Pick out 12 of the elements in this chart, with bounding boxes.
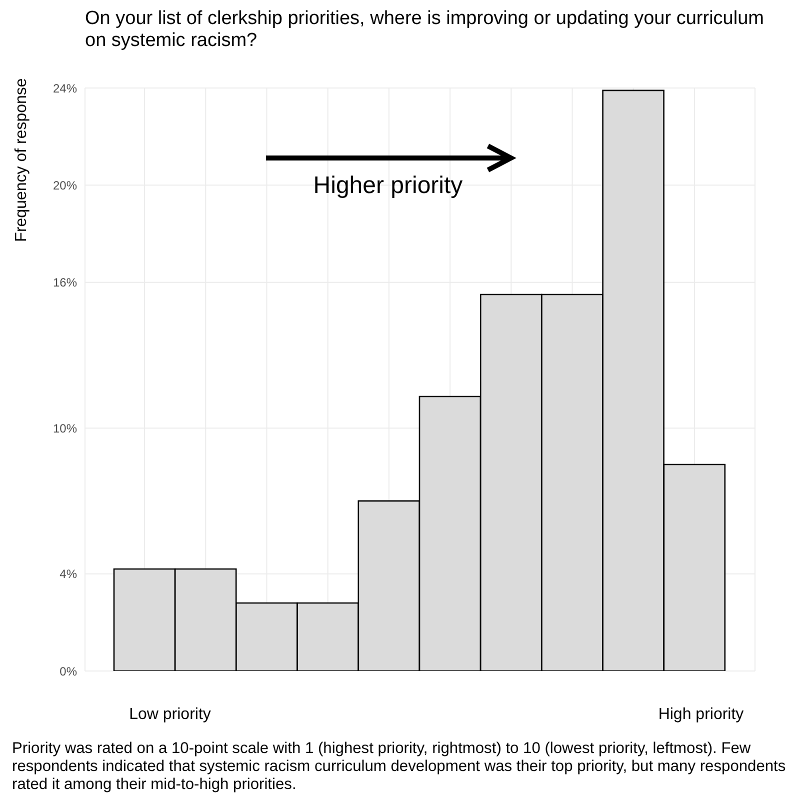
text: Priority was rated on a 10-point scale with 1 (highest priority, rightmost) to 10 (lowest priority, leftmost). Few respondents indicated that systemic racism curriculum development was their top priority, but many respondents rated it among their mid-to-high priorities. (12, 740, 787, 794)
y-tick-label: 20% (52, 178, 78, 192)
y-tick-label: 10% (52, 421, 78, 436)
annotation: Higher priority (313, 172, 463, 199)
y-tick-label: 0% (60, 664, 78, 678)
y-axis-title: Frequency of response (13, 78, 30, 242)
text: Low priority (129, 706, 211, 723)
y-tick-label: 4% (60, 567, 78, 582)
y-tick-label: 24% (52, 81, 78, 96)
chart-title: On your list of clerkship priorities, where is improving or updating your curriculum on systemic racism? (85, 8, 765, 52)
text: High priority (658, 706, 744, 723)
y-tick-label: 16% (52, 276, 78, 290)
